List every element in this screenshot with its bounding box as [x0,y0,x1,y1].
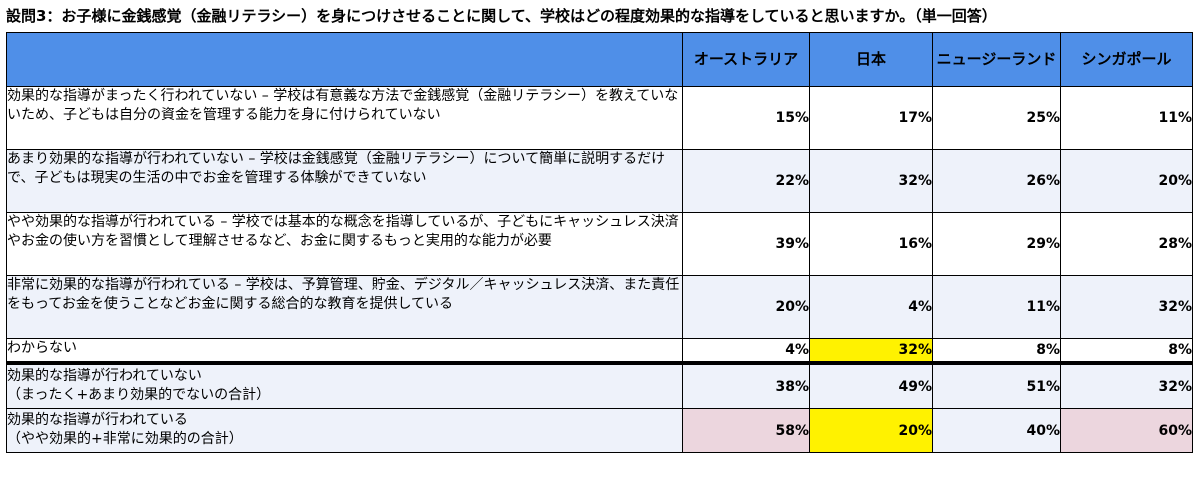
question-title: 設問3：お子様に金銭感覚（金融リテラシー）を身につけさせることに関して、学校はど… [6,7,997,25]
row-label: 非常に効果的な指導が行われている – 学校は、予算管理、貯金、デジタル／キャッシ… [6,275,683,339]
value-australia: 15% [682,86,810,150]
value-singapore: 32% [1060,275,1193,339]
row-label: あまり効果的な指導が行われていない – 学校は金銭感覚（金融リテラシー）について… [6,149,683,213]
value-australia: 39% [682,212,810,276]
summary-label-main: 効果的な指導が行われていない [7,368,202,384]
value-australia: 20% [682,275,810,339]
survey-results-table: オーストラリア 日本 ニュージーランド シンガポール 効果的な指導がまったく行わ… [6,32,1193,453]
value-singapore: 20% [1060,149,1193,213]
table-row: 効果的な指導がまったく行われていない – 学校は有意義な方法で金銭感覚（金融リテ… [6,86,1193,150]
value-japan: 4% [809,275,933,339]
header-singapore: シンガポール [1060,32,1193,87]
value-japan: 32% [809,338,933,364]
value-singapore: 11% [1060,86,1193,150]
table-row: わからない 4% 32% 8% 8% [6,338,1193,364]
value-singapore: 28% [1060,212,1193,276]
summary-row: 効果的な指導が行われていない （まったく+あまり効果的でないの合計） 38% 4… [6,361,1193,409]
value-japan: 20% [809,408,933,453]
summary-label: 効果的な指導が行われていない （まったく+あまり効果的でないの合計） [6,361,683,409]
value-new-zealand: 25% [932,86,1061,150]
value-japan: 32% [809,149,933,213]
summary-label-sub: （やや効果的+非常に効果的の合計） [7,431,243,447]
summary-label-sub: （まったく+あまり効果的でないの合計） [7,387,271,403]
value-japan: 16% [809,212,933,276]
header-australia: オーストラリア [682,32,810,87]
value-new-zealand: 11% [932,275,1061,339]
summary-row: 効果的な指導が行われている （やや効果的+非常に効果的の合計） 58% 20% … [6,408,1193,453]
table-row: 非常に効果的な指導が行われている – 学校は、予算管理、貯金、デジタル／キャッシ… [6,275,1193,339]
row-label: 効果的な指導がまったく行われていない – 学校は有意義な方法で金銭感覚（金融リテ… [6,86,683,150]
row-label: わからない [6,338,683,364]
value-australia: 22% [682,149,810,213]
header-label-cell [6,32,683,87]
value-singapore: 60% [1060,408,1193,453]
value-japan: 17% [809,86,933,150]
header-japan: 日本 [809,32,933,87]
value-new-zealand: 40% [932,408,1061,453]
value-new-zealand: 29% [932,212,1061,276]
value-australia: 4% [682,338,810,364]
value-australia: 58% [682,408,810,453]
table-header-row: オーストラリア 日本 ニュージーランド シンガポール [6,32,1193,87]
value-new-zealand: 51% [932,361,1061,409]
value-new-zealand: 8% [932,338,1061,364]
row-label: やや効果的な指導が行われている – 学校では基本的な概念を指導しているが、子ども… [6,212,683,276]
value-singapore: 32% [1060,361,1193,409]
value-australia: 38% [682,361,810,409]
table-row: あまり効果的な指導が行われていない – 学校は金銭感覚（金融リテラシー）について… [6,149,1193,213]
value-japan: 49% [809,361,933,409]
summary-label-main: 効果的な指導が行われている [7,412,188,428]
value-new-zealand: 26% [932,149,1061,213]
summary-label: 効果的な指導が行われている （やや効果的+非常に効果的の合計） [6,408,683,453]
table-row: やや効果的な指導が行われている – 学校では基本的な概念を指導しているが、子ども… [6,212,1193,276]
header-new-zealand: ニュージーランド [932,32,1061,87]
value-singapore: 8% [1060,338,1193,364]
